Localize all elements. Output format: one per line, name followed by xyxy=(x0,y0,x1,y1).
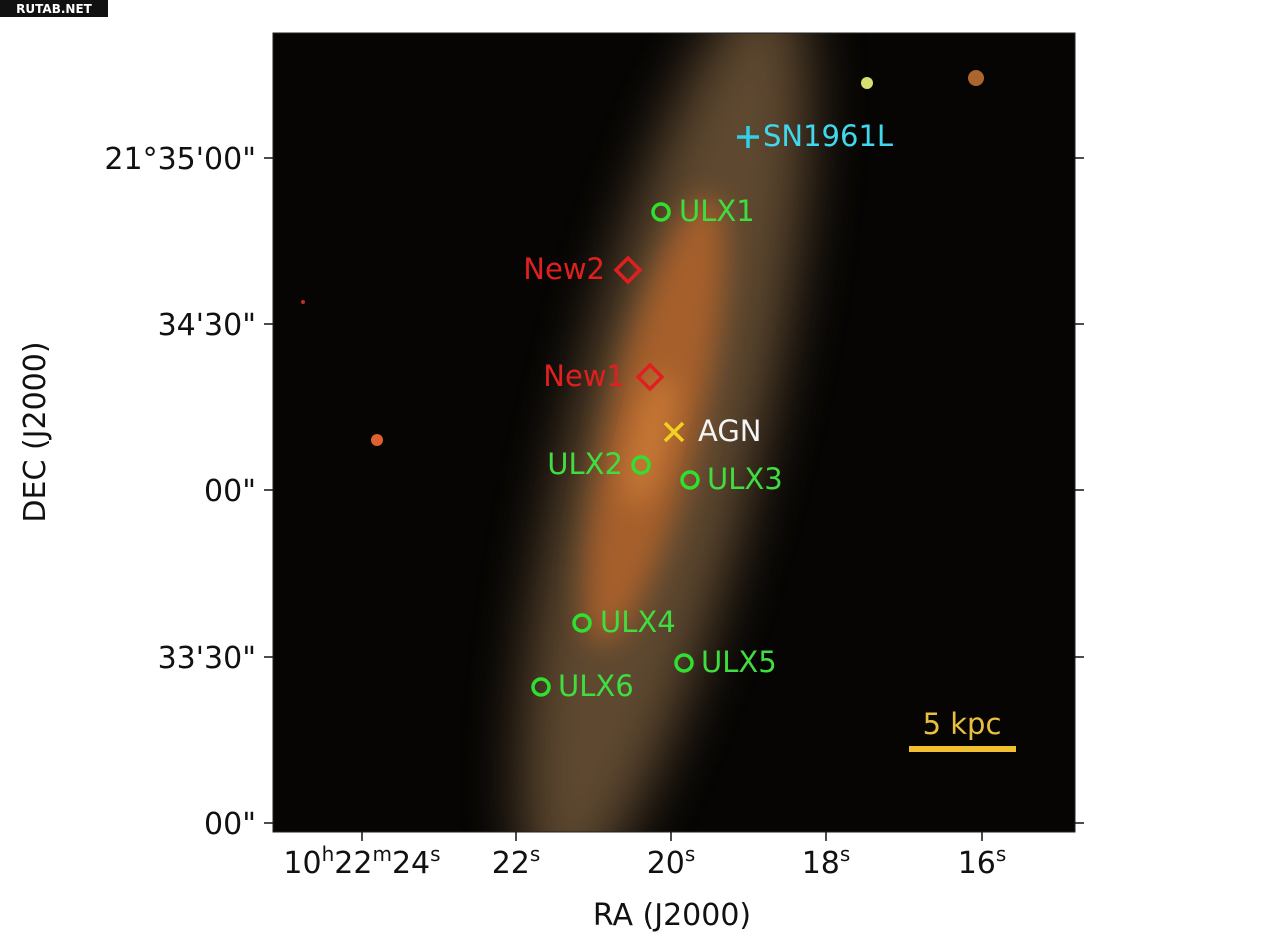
y-tick-label: 21°35'00" xyxy=(104,142,256,177)
x-tick-label: 10h22m24s xyxy=(283,842,440,881)
sky-image xyxy=(273,33,1075,832)
x-tick-label-part: s xyxy=(996,842,1006,866)
new-marker xyxy=(613,255,643,285)
y-tick-label: 34'30" xyxy=(158,308,256,343)
x-tick-label-part: s xyxy=(840,842,850,866)
marker-label: ULX1 xyxy=(679,194,755,228)
x-tick-label-part: h xyxy=(322,842,335,866)
ulx-marker xyxy=(572,613,592,633)
marker-label: ULX4 xyxy=(600,605,676,639)
ulx-marker xyxy=(531,677,551,697)
y-axis-label: DEC (J2000) xyxy=(18,341,53,522)
marker-label: ULX2 xyxy=(547,447,623,481)
marker-label: New1 xyxy=(543,359,625,393)
x-tick-label-part: 10 xyxy=(283,846,321,881)
markers: SN1961L ULX1 New2 New1 AGN ULX2 ULX3 ULX… xyxy=(523,119,893,703)
watermark: RUTAB.NET xyxy=(16,2,92,16)
ulx-marker xyxy=(631,455,651,475)
marker-label: AGN xyxy=(698,414,762,448)
y-tick-label: 00" xyxy=(204,807,256,842)
x-tick-label-part: s xyxy=(685,842,695,866)
x-tick-label-part: 22 xyxy=(334,846,372,881)
x-tick-label-part: 18 xyxy=(802,846,840,881)
ulx-marker xyxy=(651,202,671,222)
x-tick-label-part: 22 xyxy=(492,846,530,881)
watermark-bg xyxy=(0,0,108,17)
marker-label: ULX6 xyxy=(558,669,634,703)
x-tick-label-part: 16 xyxy=(958,846,996,881)
axes: 21°35'00"34'30"00"33'30"00"10h22m24s 22s 2… xyxy=(104,142,1084,881)
x-tick-label: 22s xyxy=(492,842,541,881)
marker-label: ULX3 xyxy=(707,462,783,496)
new-marker xyxy=(635,362,665,392)
ulx-marker xyxy=(674,653,694,673)
frame xyxy=(272,32,1076,833)
sn-marker xyxy=(737,126,759,148)
x-tick-label: 18s xyxy=(802,842,851,881)
marker-label: New2 xyxy=(523,252,605,286)
marker-label: SN1961L xyxy=(763,119,893,153)
ulx-marker xyxy=(680,470,700,490)
marker-label: ULX5 xyxy=(701,645,777,679)
x-tick-label-part: 24 xyxy=(392,846,430,881)
x-tick-label-part: 20 xyxy=(647,846,685,881)
y-tick-label: 00" xyxy=(204,474,256,509)
scale-bar-label: 5 kpc xyxy=(923,707,1002,741)
y-tick-label: 33'30" xyxy=(158,641,256,676)
x-tick-label-part: s xyxy=(430,842,440,866)
x-axis-label: RA (J2000) xyxy=(593,898,751,933)
agn-marker xyxy=(663,421,685,443)
x-tick-label-part: m xyxy=(372,842,391,866)
x-tick-label: 16s xyxy=(958,842,1007,881)
x-tick-label: 20s xyxy=(647,842,696,881)
x-tick-label-part: s xyxy=(530,842,540,866)
